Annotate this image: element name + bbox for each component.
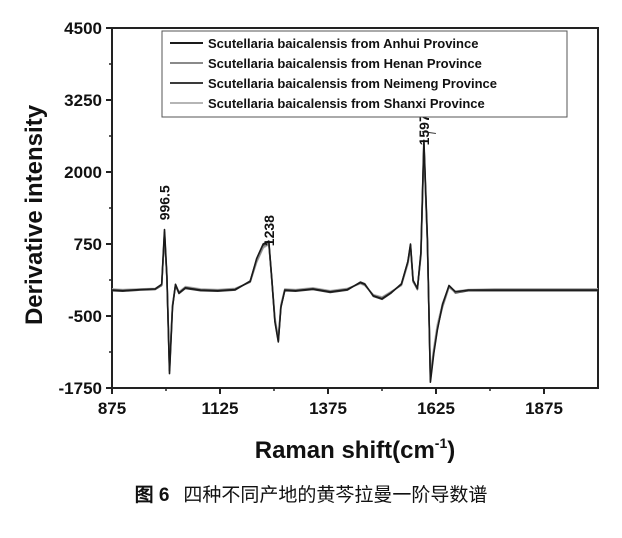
figure-caption: 图 6 四种不同产地的黄芩拉曼一阶导数谱: [0, 480, 622, 507]
legend-label-neimeng: Scutellaria baicalensis from Neimeng Pro…: [208, 76, 497, 91]
series-line-anhui: [111, 139, 598, 384]
x-tick-label: 1125: [202, 399, 239, 418]
peak-label: 1597: [416, 114, 432, 145]
legend-box: [161, 30, 568, 118]
peak-label: 996.5: [157, 185, 173, 220]
y-axis-title: Derivative intensity: [21, 104, 48, 325]
y-tick-label: -500: [68, 307, 102, 326]
x-axis-title-close: ): [447, 437, 455, 464]
y-tick-label: -1750: [59, 379, 102, 398]
legend-label-shanxi: Scutellaria baicalensis from Shanxi Prov…: [208, 96, 485, 111]
caption-text: 四种不同产地的黄芩拉曼一阶导数谱: [183, 484, 488, 506]
y-tick-label: 3250: [64, 91, 102, 110]
legend-label-anhui: Scutellaria baicalensis from Anhui Provi…: [208, 36, 478, 51]
y-tick-label: 4500: [64, 19, 102, 38]
caption-figure-number: 图 6: [134, 485, 170, 506]
legend: Scutellaria baicalensis from Anhui Provi…: [161, 30, 568, 118]
peak-label: 1238: [261, 215, 277, 246]
x-tick-label: 875: [98, 399, 126, 418]
legend-label-henan: Scutellaria baicalensis from Henan Provi…: [208, 56, 482, 71]
y-tick-label: 2000: [64, 163, 102, 182]
x-tick-label: 1875: [525, 399, 563, 418]
x-axis-title-sup: -1: [435, 435, 448, 451]
x-tick-label: 1375: [309, 399, 347, 418]
peak-leader-line: [421, 131, 436, 134]
x-axis-title-main: Raman shift(cm: [255, 437, 435, 464]
y-tick-label: 750: [74, 235, 102, 254]
x-axis-title: Raman shift(cm-1): [255, 435, 456, 464]
x-tick-label: 1625: [417, 399, 455, 418]
